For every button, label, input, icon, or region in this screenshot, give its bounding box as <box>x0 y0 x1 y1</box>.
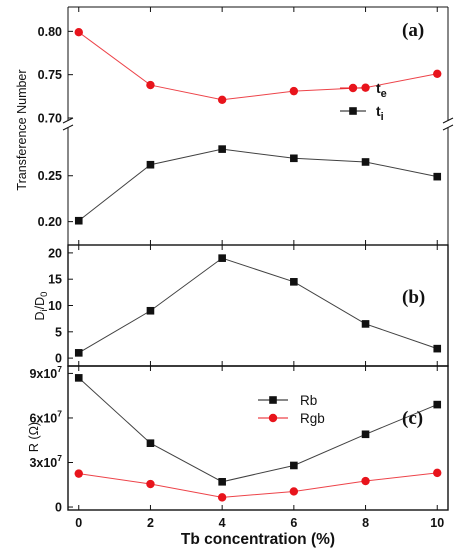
y-tick-label: 0.25 <box>38 169 62 183</box>
axis-break-mark <box>62 124 74 131</box>
legend-name: t <box>376 80 381 96</box>
x-tick-label: 4 <box>219 516 226 530</box>
y-tick-label: 0 <box>55 501 62 515</box>
y-tick-label: 0.75 <box>38 68 62 82</box>
data-point-1-0 <box>74 469 83 478</box>
tick-base: 9x10 <box>29 367 57 381</box>
data-point-0-4 <box>361 320 370 328</box>
x-tick-label: 10 <box>430 516 444 530</box>
x-tick-label: 8 <box>362 516 369 530</box>
y-tick-label: 9x107 <box>29 364 62 381</box>
legend-marker <box>349 107 357 115</box>
data-point-0-3 <box>290 461 298 470</box>
data-point-0-0 <box>74 349 83 357</box>
y-tick-label: 5 <box>55 325 62 339</box>
data-point-0-2 <box>217 95 227 105</box>
axis-break-mark <box>62 117 74 124</box>
legend-label: ti <box>376 103 384 123</box>
legend-marker <box>269 396 277 404</box>
tick-base: 3x10 <box>29 456 57 470</box>
series-line-0 <box>78 31 438 101</box>
y-axis-label: R (Ω) <box>27 422 41 452</box>
data-point-1-4 <box>361 476 370 486</box>
y-label-part: D <box>33 311 47 320</box>
data-point-1-3 <box>290 154 298 163</box>
y-tick-label: 10 <box>48 299 62 313</box>
data-point-0-5 <box>433 344 442 353</box>
tick-exponent: 7 <box>57 453 62 463</box>
data-point-0-1 <box>146 80 155 90</box>
data-point-0-2 <box>218 254 226 262</box>
y-tick-label: 0.70 <box>38 112 62 126</box>
legend-marker <box>348 83 358 93</box>
data-point-0-3 <box>289 86 299 96</box>
y-tick-label: 0 <box>55 352 62 366</box>
series-line-0 <box>78 377 438 483</box>
panel-label: (b) <box>402 287 425 308</box>
data-point-1-1 <box>146 160 155 169</box>
tick-base: 0 <box>55 501 62 515</box>
legend: Rb Rgb <box>258 393 325 426</box>
data-point-0-5 <box>433 400 442 409</box>
y-tick-label: 3x107 <box>29 453 62 470</box>
y-tick-label: 15 <box>48 273 62 287</box>
y-tick-label: 20 <box>48 246 62 260</box>
data-point-1-5 <box>433 172 442 181</box>
legend-label: Rb <box>300 393 317 408</box>
series-line-1 <box>78 472 438 498</box>
y-label-subscript: 0 <box>39 292 50 297</box>
y-tick-label: 0.20 <box>38 215 62 229</box>
plot-frame <box>67 244 449 367</box>
legend-marker <box>268 413 278 423</box>
panel-a: 0.70 0.75 0.80 0.20 0.25 Transference Number t… <box>15 6 454 246</box>
tick-exponent: 7 <box>57 364 62 374</box>
y-tick-label: 6x107 <box>29 408 62 425</box>
series-line-0 <box>78 257 438 354</box>
legend-subscript: i <box>381 111 384 123</box>
legend-label: Rgb <box>300 411 325 426</box>
y-tick-label: 0.80 <box>38 25 62 39</box>
data-point-0-4 <box>361 430 370 439</box>
plot-frame <box>67 365 449 511</box>
x-tick-label: 6 <box>290 516 297 530</box>
data-point-0-1 <box>146 439 155 447</box>
data-point-1-3 <box>289 487 299 496</box>
axis-break-mark <box>442 124 454 131</box>
axis-break-mark <box>442 117 454 124</box>
data-point-0-0 <box>74 28 83 37</box>
data-point-0-1 <box>146 306 155 315</box>
data-point-1-5 <box>433 468 442 478</box>
data-point-1-2 <box>217 493 227 502</box>
data-point-1-1 <box>146 479 155 489</box>
data-point-0-0 <box>74 374 83 382</box>
data-point-0-2 <box>218 477 226 486</box>
y-label-subscript: i <box>39 309 50 311</box>
data-point-1-4 <box>361 158 370 166</box>
x-axis-label: Tb concentration (%) <box>181 531 335 548</box>
tick-base: 6x10 <box>29 411 57 425</box>
legend-subscript: e <box>381 88 387 100</box>
x-tick-label: 0 <box>75 516 82 530</box>
x-tick-label: 2 <box>147 516 154 530</box>
panel-label: (a) <box>402 20 424 41</box>
data-point-1-2 <box>218 145 226 153</box>
tick-exponent: 7 <box>57 408 62 418</box>
data-point-0-5 <box>433 69 442 79</box>
y-axis-label: Di/D0 <box>33 292 50 321</box>
series-line-1 <box>78 148 438 222</box>
data-point-1-0 <box>74 216 83 225</box>
data-point-0-3 <box>290 278 298 286</box>
legend-label: te <box>376 80 387 100</box>
y-axis-label: Transference Number <box>15 69 29 190</box>
panel-label: (c) <box>402 408 423 429</box>
legend-name: t <box>376 103 381 119</box>
y-label-part: /D <box>33 297 47 310</box>
